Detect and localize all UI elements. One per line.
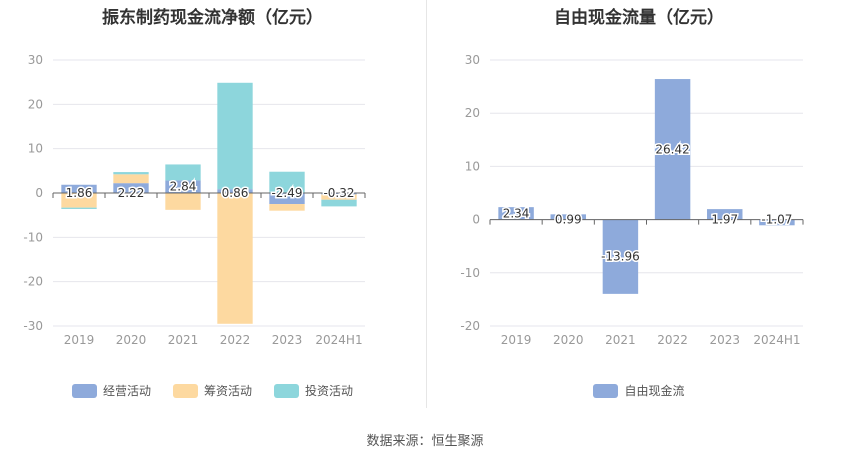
- data-label: -13.96: [601, 250, 640, 264]
- x-tick-label: 2021: [168, 333, 199, 347]
- bar-financing: [113, 174, 149, 184]
- bar-operating: [321, 193, 357, 195]
- legend-swatch-free-cash-flow: [593, 383, 619, 398]
- bar-financing: [61, 193, 97, 208]
- bar-operating: [654, 79, 691, 220]
- data-label: -1.07: [761, 213, 792, 227]
- data-label: 2.34: [503, 206, 530, 220]
- cash-flow-net-chart: 振东制药现金流净额（亿元） -30 -20 -10 0 10 20 30 2019 2020 20…: [0, 0, 425, 420]
- bar-operating: [707, 209, 743, 220]
- y-tick-label: -10: [23, 230, 43, 244]
- chart-plot-area: -30 -20 -10 0 10 20 30 2019 2020 2021 2022 2023 2024…: [23, 53, 366, 347]
- x-tick-label: 2024H1: [315, 333, 362, 347]
- bar-investing: [269, 171, 305, 193]
- x-tick-label: 2019: [64, 333, 95, 347]
- bar-operating: [759, 219, 795, 226]
- legend-item-operating[interactable]: 经营活动: [71, 382, 151, 399]
- free-cash-flow-chart: 自由现金流量（亿元） -20 -10 0 10 20 30 2019 2020 2021 2022…: [428, 0, 850, 420]
- x-tick-label: 2023: [709, 333, 740, 347]
- data-label: -0.32: [323, 186, 354, 200]
- y-tick-label: 30: [28, 53, 43, 67]
- legend-item-financing[interactable]: 筹资活动: [172, 382, 252, 399]
- legend-swatch-financing: [172, 383, 198, 398]
- bar-financing: [165, 193, 201, 210]
- y-tick-label: -20: [23, 275, 43, 289]
- bar-financing: [269, 204, 305, 211]
- panel-divider: [426, 0, 427, 408]
- chart-title: 振东制药现金流净额（亿元）: [102, 8, 323, 28]
- legend-swatch-investing: [274, 383, 299, 398]
- x-tick-label: 2023: [272, 333, 303, 347]
- bar-investing: [321, 199, 357, 207]
- bar-financing: [321, 194, 357, 200]
- y-tick-label: 10: [465, 159, 480, 173]
- y-tick-label: -30: [23, 319, 43, 333]
- x-tick-label: 2024H1: [753, 333, 800, 347]
- bar-investing: [165, 164, 201, 181]
- y-tick-label: -10: [460, 266, 480, 280]
- data-label: 1.97: [711, 213, 738, 227]
- bar-operating: [61, 184, 97, 193]
- x-tick-label: 2021: [605, 333, 636, 347]
- x-tick-label: 2020: [116, 333, 147, 347]
- data-label: 2.22: [118, 186, 145, 200]
- x-tick-label: 2022: [220, 333, 251, 347]
- bar-financing: [217, 193, 253, 324]
- bar-operating: [165, 180, 201, 193]
- data-label: 2.84: [170, 180, 197, 194]
- bar-operating: [498, 207, 534, 220]
- data-label: 1.86: [66, 186, 93, 200]
- x-tick-label: 2019: [501, 333, 532, 347]
- y-tick-label: 20: [28, 97, 43, 111]
- chart-title: 自由现金流量（亿元）: [554, 8, 724, 28]
- bar-investing: [61, 207, 97, 209]
- y-tick-label: 0: [35, 186, 43, 200]
- data-label: -2.49: [271, 186, 302, 200]
- bar-operating: [602, 219, 639, 294]
- data-label: 0.99: [555, 213, 582, 227]
- y-tick-label: 30: [465, 53, 480, 67]
- legend-item-free-cash-flow[interactable]: 自由现金流: [593, 382, 685, 399]
- y-tick-label: 10: [28, 142, 43, 156]
- chart-legend: 自由现金流: [428, 382, 850, 399]
- chart-legend: 经营活动 筹资活动 投资活动: [0, 382, 425, 399]
- legend-label: 经营活动: [102, 384, 151, 398]
- chart-plot-area: -20 -10 0 10 20 30 2019 2020 2021 2022 2023 2024H1 2…: [460, 53, 804, 347]
- bar-investing: [217, 82, 253, 190]
- bar-operating: [217, 189, 253, 193]
- legend-item-investing[interactable]: 投资活动: [274, 382, 353, 399]
- legend-label: 自由现金流: [624, 384, 685, 398]
- x-tick-label: 2022: [657, 333, 688, 347]
- y-tick-label: 20: [465, 106, 480, 120]
- x-tick-label: 2020: [553, 333, 584, 347]
- data-source-note: 数据来源：恒生聚源: [366, 434, 484, 449]
- bar-investing: [113, 172, 149, 175]
- bar-operating: [550, 214, 586, 220]
- legend-swatch-operating: [71, 383, 97, 398]
- legend-label: 筹资活动: [203, 384, 252, 398]
- legend-label: 投资活动: [305, 384, 354, 398]
- bar-operating: [269, 193, 305, 205]
- y-tick-label: -20: [460, 319, 480, 333]
- data-label: 0.86: [222, 186, 249, 200]
- data-label: 26.42: [655, 142, 689, 156]
- bar-operating: [113, 183, 149, 193]
- y-tick-label: 0: [472, 213, 480, 227]
